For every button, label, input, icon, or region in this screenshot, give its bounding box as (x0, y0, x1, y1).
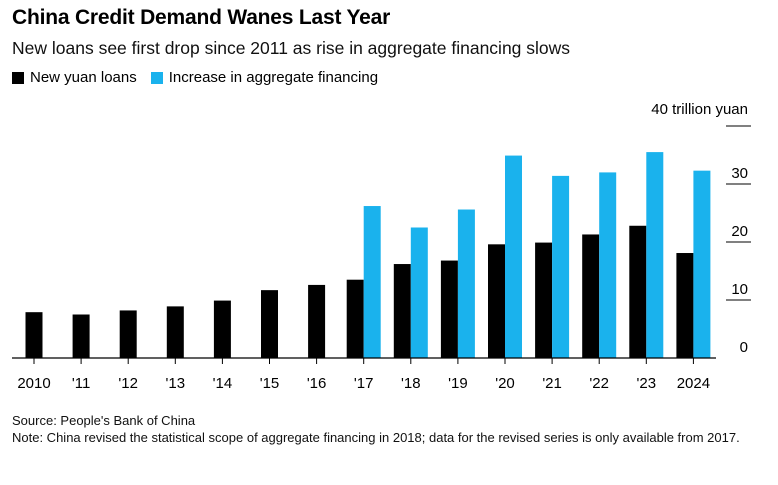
chart-title: China Credit Demand Wanes Last Year (12, 6, 391, 29)
bar-aggregate-financing (599, 172, 617, 358)
x-tick-label: '12 (118, 375, 138, 392)
bar-new-yuan-loans (308, 284, 326, 358)
bar-new-yuan-loans (261, 290, 278, 358)
bar-new-yuan-loans (393, 264, 411, 358)
x-tick-label: 2010 (17, 375, 50, 392)
x-tick-label: '15 (260, 375, 280, 392)
bar-new-yuan-loans (440, 260, 458, 358)
bar-new-yuan-loans (535, 242, 553, 358)
legend-swatch-loans (12, 71, 24, 84)
legend-swatch-financing (150, 71, 163, 84)
legend-label-loans: New yuan loans (30, 69, 137, 86)
legend-item-financing: Increase in aggregate financing (150, 69, 379, 86)
y-tick-label: 30 (731, 165, 748, 182)
x-tick-label: '19 (448, 375, 468, 392)
bar-aggregate-financing (693, 170, 711, 358)
bar-new-yuan-loans (488, 244, 505, 358)
bar-new-yuan-loans (166, 306, 184, 358)
x-tick-label: '22 (589, 375, 609, 392)
y-tick-label: 0 (740, 339, 748, 356)
x-tick-label: '14 (213, 375, 233, 392)
y-tick-label: 10 (731, 281, 748, 298)
bar-aggregate-financing (552, 175, 570, 358)
x-tick-label: '16 (307, 375, 327, 392)
x-tick-label: '13 (166, 375, 186, 392)
bar-new-yuan-loans (72, 314, 90, 358)
y-unit-label: 40 trillion yuan (651, 101, 748, 118)
x-tick-label: '20 (495, 375, 515, 392)
legend: New yuan loans Increase in aggregate fin… (12, 69, 392, 86)
bar-aggregate-financing (646, 152, 664, 358)
bar-aggregate-financing (457, 209, 475, 358)
bar-new-yuan-loans (213, 300, 231, 358)
bar-aggregate-financing (505, 155, 522, 358)
bar-new-yuan-loans (629, 225, 647, 358)
source-note: Source: People's Bank of China (12, 413, 196, 428)
x-tick-label: 2024 (677, 375, 710, 392)
bar-aggregate-financing (410, 227, 428, 358)
x-tick-label: '17 (354, 375, 374, 392)
footer: Source: People's Bank of China Note: Chi… (12, 412, 762, 446)
x-tick-label: '23 (637, 375, 657, 392)
x-tick-label: '21 (542, 375, 562, 392)
bar-aggregate-financing (363, 206, 381, 358)
methodology-note: Note: China revised the statistical scop… (12, 430, 740, 445)
chart-subtitle: New loans see first drop since 2011 as r… (12, 38, 571, 58)
bar-new-yuan-loans (582, 234, 600, 358)
bar-new-yuan-loans (346, 279, 364, 358)
legend-label-financing: Increase in aggregate financing (168, 69, 379, 86)
x-tick-label: '18 (401, 375, 421, 392)
y-tick-label: 20 (731, 223, 748, 240)
bar-new-yuan-loans (676, 253, 694, 358)
chart-canvas: 0 10 20 30 40 trillion yuan 2010 '11 '12 '13 '14 '… (12, 101, 751, 392)
legend-item-loans: New yuan loans (12, 69, 137, 86)
bar-new-yuan-loans (119, 310, 137, 358)
bar-new-yuan-loans (25, 312, 43, 358)
x-tick-label: '11 (72, 375, 90, 392)
